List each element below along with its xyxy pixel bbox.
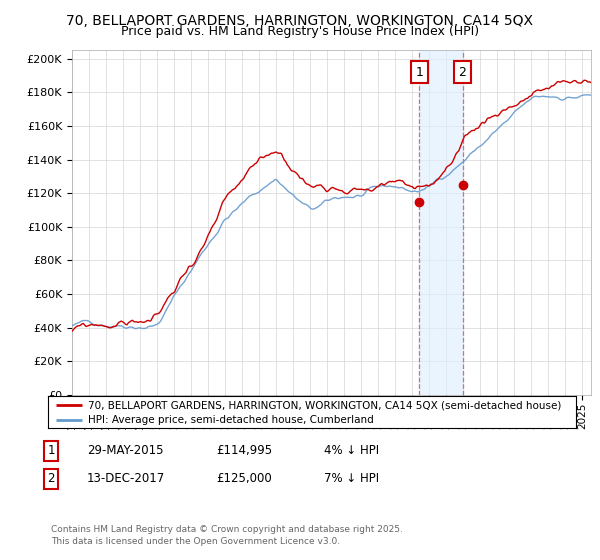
Text: 1: 1 <box>47 444 55 458</box>
Text: 7% ↓ HPI: 7% ↓ HPI <box>324 472 379 486</box>
Text: Contains HM Land Registry data © Crown copyright and database right 2025.
This d: Contains HM Land Registry data © Crown c… <box>51 525 403 546</box>
Text: 70, BELLAPORT GARDENS, HARRINGTON, WORKINGTON, CA14 5QX (semi-detached house): 70, BELLAPORT GARDENS, HARRINGTON, WORKI… <box>88 400 561 410</box>
Text: HPI: Average price, semi-detached house, Cumberland: HPI: Average price, semi-detached house,… <box>88 416 373 425</box>
Text: 29-MAY-2015: 29-MAY-2015 <box>87 444 163 458</box>
Text: 4% ↓ HPI: 4% ↓ HPI <box>324 444 379 458</box>
Text: 1: 1 <box>415 66 423 79</box>
Text: Price paid vs. HM Land Registry's House Price Index (HPI): Price paid vs. HM Land Registry's House … <box>121 25 479 38</box>
Text: 70, BELLAPORT GARDENS, HARRINGTON, WORKINGTON, CA14 5QX: 70, BELLAPORT GARDENS, HARRINGTON, WORKI… <box>67 14 533 28</box>
Text: 2: 2 <box>47 472 55 486</box>
Text: 2: 2 <box>458 66 466 79</box>
Text: £114,995: £114,995 <box>216 444 272 458</box>
Bar <box>419 50 463 395</box>
Text: 13-DEC-2017: 13-DEC-2017 <box>87 472 165 486</box>
Text: £125,000: £125,000 <box>216 472 272 486</box>
